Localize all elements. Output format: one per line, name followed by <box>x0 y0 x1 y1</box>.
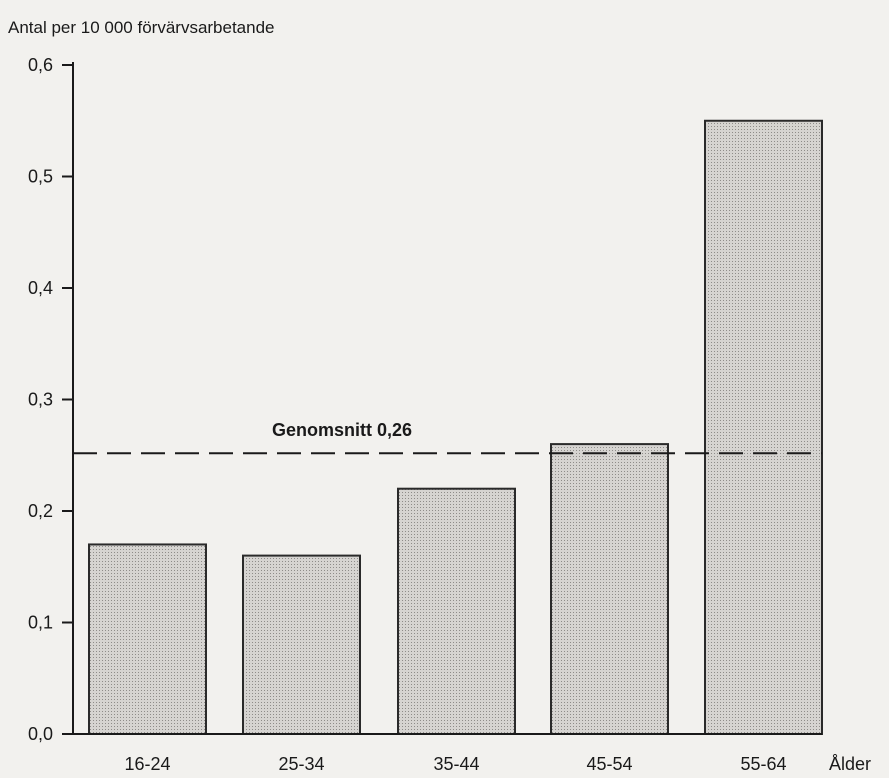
x-category-label: 35-44 <box>433 754 479 774</box>
x-category-label: 45-54 <box>586 754 632 774</box>
average-label: Genomsnitt 0,26 <box>272 420 412 440</box>
y-axis-title: Antal per 10 000 förvärvsarbetande <box>8 18 275 37</box>
bar-16-24 <box>88 543 207 736</box>
x-axis-categories: 16-24 25-34 35-44 45-54 55-64 <box>124 754 786 774</box>
bars-group <box>88 119 823 736</box>
x-axis-title: Ålder <box>829 754 871 774</box>
bar-55-64 <box>704 119 823 735</box>
bar-45-54 <box>550 443 669 735</box>
y-tick-label: 0,2 <box>28 501 53 521</box>
y-tick-label: 0,0 <box>28 724 53 744</box>
y-tick-label: 0,6 <box>28 55 53 75</box>
bar-35-44 <box>397 487 516 736</box>
bar-25-34 <box>242 554 361 735</box>
y-axis-ticks: 0,0 0,1 0,2 0,3 0,4 0,5 0,6 <box>28 55 73 744</box>
y-tick-label: 0,1 <box>28 613 53 633</box>
x-category-label: 16-24 <box>124 754 170 774</box>
y-tick-label: 0,3 <box>28 390 53 410</box>
x-category-label: 25-34 <box>278 754 324 774</box>
x-category-label: 55-64 <box>740 754 786 774</box>
y-tick-label: 0,4 <box>28 278 53 298</box>
y-tick-label: 0,5 <box>28 167 53 187</box>
